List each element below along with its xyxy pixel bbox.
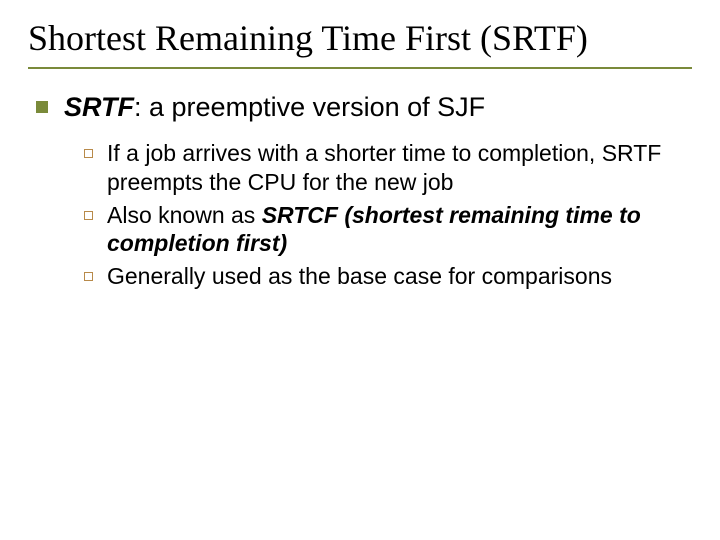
bullet-lvl2: Generally used as the base case for comp… [84, 262, 692, 291]
hollow-square-bullet-icon [84, 211, 93, 220]
lvl1-text: SRTF: a preemptive version of SJF [64, 91, 485, 125]
emphasis-term: SRTF [64, 92, 134, 122]
lvl2-pre: Generally used as the base case for comp… [107, 263, 612, 289]
bullet-lvl1: SRTF: a preemptive version of SJF [36, 91, 692, 125]
lvl2-text: Also known as SRTCF (shortest remaining … [107, 201, 692, 259]
lvl2-text: If a job arrives with a shorter time to … [107, 139, 692, 197]
lvl2-pre: Also known as [107, 202, 262, 228]
title-underline: Shortest Remaining Time First (SRTF) [28, 18, 692, 69]
bullet-lvl2: Also known as SRTCF (shortest remaining … [84, 201, 692, 259]
lvl2-pre: If a job arrives with a shorter time to … [107, 140, 661, 195]
bullet-lvl2: If a job arrives with a shorter time to … [84, 139, 692, 197]
slide-body: SRTF: a preemptive version of SJF If a j… [28, 91, 692, 291]
hollow-square-bullet-icon [84, 272, 93, 281]
hollow-square-bullet-icon [84, 149, 93, 158]
lvl2-text: Generally used as the base case for comp… [107, 262, 612, 291]
lvl1-rest: : a preemptive version of SJF [134, 92, 485, 122]
slide-title: Shortest Remaining Time First (SRTF) [28, 18, 692, 59]
slide: Shortest Remaining Time First (SRTF) SRT… [0, 0, 720, 540]
sub-list: If a job arrives with a shorter time to … [36, 139, 692, 291]
square-bullet-icon [36, 101, 48, 113]
